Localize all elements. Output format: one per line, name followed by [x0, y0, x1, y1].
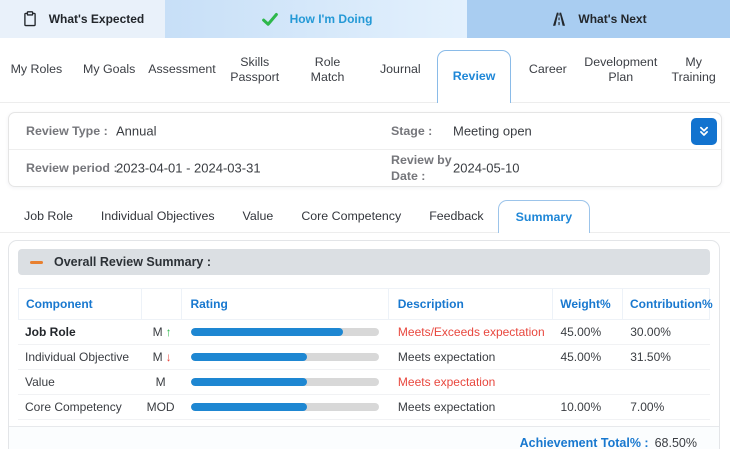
column-header-rating: Rating: [182, 289, 389, 319]
rating-code: MOD: [146, 400, 175, 414]
summary-panel: Overall Review Summary : Component Ratin…: [8, 240, 720, 449]
rating-bar: [190, 378, 379, 386]
rating-bar-fill: [190, 353, 308, 361]
achievement-total-value: 68.50%: [654, 435, 697, 449]
component-name: Job Role: [25, 325, 76, 339]
contribution-value: 30.00%: [630, 325, 671, 339]
rating-description: Meets/Exceeds expectation: [397, 325, 545, 339]
rating-description: Meets expectation: [397, 350, 496, 364]
nav-item-career[interactable]: Career: [528, 62, 567, 77]
rating-bar-fill: [190, 403, 308, 411]
rating-bar-fill: [190, 378, 308, 386]
rating-bar-fill: [190, 328, 343, 336]
review-info-panel: Review Type : Annual Stage : Meeting ope…: [8, 112, 722, 187]
nav-item-journal[interactable]: Journal: [379, 62, 421, 77]
info-row-1: Review Type : Annual Stage : Meeting ope…: [9, 113, 721, 149]
rating-bar: [190, 403, 379, 411]
column-header-weight: Weight%: [553, 289, 623, 319]
review-period-label: Review period :: [26, 160, 118, 175]
sub-tab-summary[interactable]: Summary: [497, 200, 591, 233]
sub-tab-core-competency[interactable]: Core Competency: [301, 209, 402, 223]
check-icon: [260, 10, 280, 28]
tab-whats-next[interactable]: What's Next: [467, 0, 730, 38]
review-type-value: Annual: [116, 123, 157, 139]
rating-description: Meets expectation: [397, 400, 496, 414]
weight-value: 45.00%: [560, 350, 602, 364]
sub-tab-feedback[interactable]: Feedback: [429, 209, 484, 223]
component-name: Core Competency: [25, 400, 122, 414]
component-name: Value: [25, 375, 55, 389]
stage-label: Stage :: [391, 123, 433, 138]
rating-code: M: [152, 350, 163, 364]
review-sub-tabs: Job Role Individual Objectives Value Cor…: [0, 196, 730, 233]
rating-code: M: [152, 325, 163, 339]
table-row: Core Competency MOD Meets expectation 10…: [18, 395, 710, 420]
info-row-2: Review period : 2023-04-01 - 2024-03-31 …: [9, 149, 721, 185]
summary-footer: Achievement Total% : 68.50%: [9, 426, 719, 449]
rating-bar: [190, 328, 379, 336]
tab-whats-expected[interactable]: What's Expected: [0, 0, 165, 38]
nav-item-my-goals[interactable]: My Goals: [83, 62, 136, 77]
contribution-value: [623, 370, 710, 394]
tab-label: What's Expected: [48, 12, 145, 26]
column-header-component: Component: [18, 289, 142, 319]
stage-value: Meeting open: [453, 123, 532, 139]
view-switcher: What's Expected How I'm Doing What's N: [0, 0, 730, 38]
collapse-icon[interactable]: [30, 260, 43, 264]
sub-tab-value[interactable]: Value: [242, 209, 274, 223]
review-by-date-label: Review by Date :: [391, 152, 452, 183]
nav-item-role-match[interactable]: Role Match: [310, 54, 345, 85]
rating-code: M: [155, 375, 166, 389]
contribution-value: 7.00%: [630, 400, 665, 414]
column-header-blank: [142, 289, 183, 319]
sub-tab-job-role[interactable]: Job Role: [24, 209, 73, 223]
table-row: Job Role M ↑ Meets/Exceeds expectation 4…: [18, 320, 710, 345]
expand-stage-button[interactable]: [691, 118, 717, 145]
nav-item-my-training[interactable]: My Training: [671, 54, 716, 85]
double-chevron-down-icon: [697, 125, 711, 138]
review-period-value: 2023-04-01 - 2024-03-31: [116, 160, 261, 175]
nav-item-review[interactable]: Review: [436, 50, 512, 103]
table-row: Individual Objective M ↓ Meets expectati…: [18, 345, 710, 370]
nav-item-development-plan[interactable]: Development Plan: [584, 54, 658, 85]
main-nav: My Roles My Goals Assessment Skills Pass…: [0, 38, 730, 103]
nav-item-assessment[interactable]: Assessment: [148, 62, 216, 77]
summary-table: Component Rating Description Weight% Con…: [18, 288, 713, 420]
review-type-label: Review Type :: [26, 123, 108, 138]
column-header-contribution: Contribution%: [623, 289, 713, 319]
weight-value: 45.00%: [560, 325, 602, 339]
summary-section-title: Overall Review Summary :: [54, 255, 212, 269]
table-header-row: Component Rating Description Weight% Con…: [18, 288, 713, 320]
clipboard-icon: [21, 10, 39, 28]
tab-how-im-doing[interactable]: How I'm Doing: [165, 0, 467, 38]
achievement-total-label: Achievement Total% :: [519, 435, 649, 449]
weight-value: 10.00%: [560, 400, 602, 414]
trend-icon: ↓: [165, 350, 172, 364]
tab-label: What's Next: [578, 12, 647, 26]
trend-icon: ↑: [165, 325, 172, 339]
component-name: Individual Objective: [25, 350, 130, 364]
rating-bar: [190, 353, 379, 361]
sub-tab-individual-objectives[interactable]: Individual Objectives: [100, 209, 215, 223]
table-row: Value M Meets expectation: [18, 370, 710, 395]
contribution-value: 31.50%: [630, 350, 671, 364]
tab-label: How I'm Doing: [289, 12, 373, 26]
review-by-date-value: 2024-05-10: [453, 160, 520, 175]
weight-value: [553, 370, 623, 394]
column-header-description: Description: [389, 289, 554, 319]
nav-item-my-roles[interactable]: My Roles: [10, 62, 63, 77]
rating-description: Meets expectation: [397, 375, 496, 389]
summary-section-header: Overall Review Summary :: [18, 249, 710, 275]
road-icon: [550, 10, 568, 28]
nav-item-skills-passport[interactable]: Skills Passport: [230, 54, 280, 85]
